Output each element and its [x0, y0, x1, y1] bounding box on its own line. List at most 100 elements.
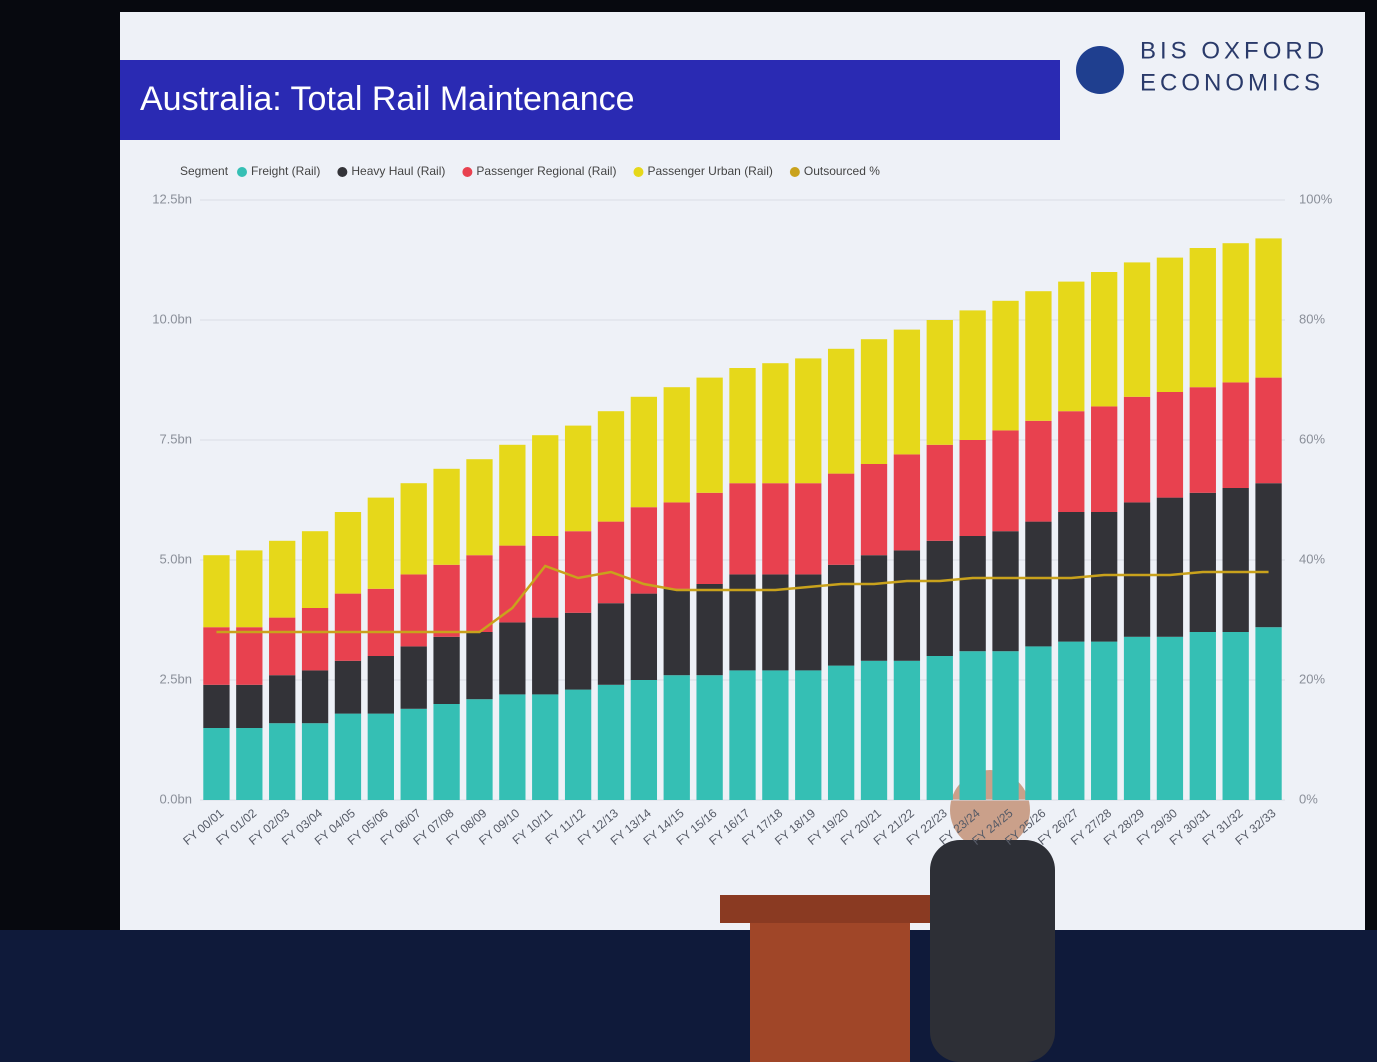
bar-segment: [1255, 238, 1281, 377]
bar-segment: [1091, 406, 1117, 512]
bar-segment: [861, 339, 887, 464]
bar-segment: [828, 565, 854, 666]
bar-segment: [203, 627, 229, 685]
bar-segment: [1223, 382, 1249, 488]
y2-tick-label: 40%: [1299, 551, 1325, 566]
bar-segment: [992, 301, 1018, 431]
legend-label: Passenger Urban (Rail): [647, 164, 772, 178]
bar-segment: [927, 541, 953, 656]
bar-segment: [992, 651, 1018, 800]
y-tick-label: 12.5bn: [152, 191, 192, 206]
logo-globe: [1076, 46, 1124, 94]
bar-segment: [1255, 627, 1281, 800]
bar-segment: [861, 555, 887, 661]
bar-segment: [499, 622, 525, 694]
bar-segment: [302, 723, 328, 800]
y-tick-label: 2.5bn: [159, 671, 192, 686]
bar-segment: [960, 440, 986, 536]
bar-segment: [236, 550, 262, 627]
legend-swatch: [633, 167, 643, 177]
bar-segment: [795, 483, 821, 574]
bar-segment: [203, 685, 229, 728]
bar-segment: [368, 498, 394, 589]
bar-segment: [795, 670, 821, 800]
bar-segment: [335, 714, 361, 800]
bar-segment: [795, 358, 821, 483]
bar-segment: [236, 627, 262, 685]
bar-segment: [1091, 272, 1117, 406]
y2-tick-label: 100%: [1299, 191, 1333, 206]
bar-segment: [401, 646, 427, 708]
legend-title: Segment: [180, 164, 229, 178]
bar-segment: [1124, 502, 1150, 636]
bar-segment: [960, 310, 986, 440]
bar-segment: [696, 493, 722, 584]
bar-segment: [236, 728, 262, 800]
bar-segment: [1190, 632, 1216, 800]
bar-segment: [335, 661, 361, 714]
y-tick-label: 5.0bn: [159, 551, 192, 566]
bar-segment: [565, 531, 591, 613]
speaker-body: [930, 840, 1055, 1062]
bar-segment: [1124, 637, 1150, 800]
bar-segment: [960, 536, 986, 651]
bar-segment: [894, 330, 920, 455]
bar-segment: [894, 454, 920, 550]
bar-segment: [828, 666, 854, 800]
bar-segment: [499, 445, 525, 546]
logo-text: BIS OXFORD: [1140, 37, 1328, 64]
bar-segment: [433, 565, 459, 637]
bar-segment: [598, 522, 624, 604]
bar-segment: [1058, 282, 1084, 412]
bar-segment: [466, 459, 492, 555]
bar-segment: [631, 397, 657, 507]
bar-segment: [960, 651, 986, 800]
bar-segment: [861, 661, 887, 800]
bar-segment: [269, 541, 295, 618]
legend-swatch: [337, 167, 347, 177]
legend-label: Heavy Haul (Rail): [351, 164, 445, 178]
y2-tick-label: 0%: [1299, 791, 1318, 806]
bar-segment: [992, 430, 1018, 531]
bar-segment: [664, 589, 690, 675]
bar-segment: [466, 699, 492, 800]
bar-segment: [729, 368, 755, 483]
legend-label: Outsourced %: [804, 164, 880, 178]
y-tick-label: 10.0bn: [152, 311, 192, 326]
bar-segment: [1025, 421, 1051, 522]
bar-segment: [335, 512, 361, 594]
bar-segment: [992, 531, 1018, 651]
legend-swatch: [237, 167, 247, 177]
bar-segment: [729, 670, 755, 800]
bar-segment: [532, 435, 558, 536]
bar-segment: [203, 728, 229, 800]
bar-segment: [368, 714, 394, 800]
bar-segment: [598, 411, 624, 521]
legend-swatch: [790, 167, 800, 177]
bar-segment: [401, 483, 427, 574]
bar-segment: [269, 675, 295, 723]
logo-text: ECONOMICS: [1140, 69, 1324, 96]
bar-segment: [861, 464, 887, 555]
bar-segment: [1025, 291, 1051, 421]
bar-segment: [433, 469, 459, 565]
bar-segment: [927, 656, 953, 800]
bar-segment: [828, 349, 854, 474]
bar-segment: [236, 685, 262, 728]
bar-segment: [1025, 646, 1051, 800]
bar-segment: [664, 502, 690, 588]
podium: [750, 923, 910, 1062]
bar-segment: [368, 656, 394, 714]
bar-segment: [598, 685, 624, 800]
y-tick-label: 0.0bn: [159, 791, 192, 806]
bar-segment: [302, 531, 328, 608]
bar-segment: [1223, 632, 1249, 800]
bar-segment: [696, 378, 722, 493]
y2-tick-label: 80%: [1299, 311, 1325, 326]
bar-segment: [1058, 411, 1084, 512]
bar-segment: [1157, 498, 1183, 637]
bar-segment: [1157, 637, 1183, 800]
bar-segment: [1223, 243, 1249, 382]
bar-segment: [762, 483, 788, 574]
bar-segment: [664, 387, 690, 502]
